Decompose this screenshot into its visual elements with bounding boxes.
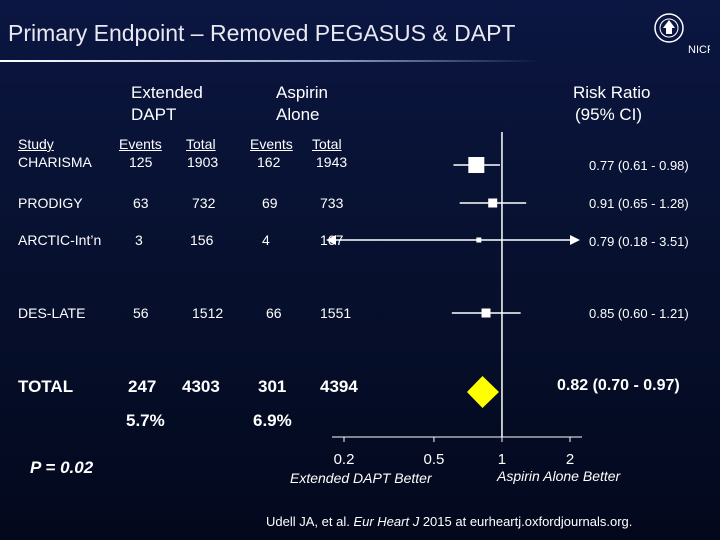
events1-value: 125 bbox=[129, 154, 153, 170]
point-estimate-square bbox=[488, 198, 498, 208]
rate-group2: 6.9% bbox=[253, 411, 292, 430]
citation: Udell JA, et al. Eur Heart J 2015 at eur… bbox=[266, 514, 632, 529]
group2-header-line1: Aspirin bbox=[276, 83, 328, 102]
point-estimate-square bbox=[476, 237, 482, 243]
events1-value: 63 bbox=[133, 195, 149, 211]
pooled-diamond bbox=[466, 376, 499, 408]
rate-group1: 5.7% bbox=[126, 411, 165, 430]
total-total1: 4303 bbox=[182, 377, 220, 396]
total2-col-header: Total bbox=[312, 136, 342, 152]
rr-ci-text: 0.91 (0.65 - 1.28) bbox=[589, 196, 689, 211]
x-tick-label: 0.5 bbox=[424, 451, 445, 468]
events2-value: 69 bbox=[262, 195, 278, 211]
study-name: PRODIGY bbox=[18, 195, 83, 211]
study-col-header: Study bbox=[18, 136, 54, 152]
total2-value: 733 bbox=[320, 195, 344, 211]
total-events1: 247 bbox=[128, 377, 157, 396]
pooled-rr-text: 0.82 (0.70 - 0.97) bbox=[557, 377, 680, 394]
group1-header-line2: DAPT bbox=[131, 105, 177, 124]
events1-col-header: Events bbox=[119, 136, 162, 152]
total2-value: 1943 bbox=[316, 154, 348, 170]
group1-header-line1: Extended bbox=[131, 83, 203, 102]
total1-col-header: Total bbox=[186, 136, 216, 152]
total2-value: 1551 bbox=[320, 305, 352, 321]
total-label: TOTAL bbox=[18, 377, 74, 396]
x-label-right: Aspirin Alone Better bbox=[497, 468, 621, 484]
total1-value: 156 bbox=[190, 232, 214, 248]
x-tick-label: 0.2 bbox=[334, 451, 355, 468]
point-estimate-square bbox=[468, 157, 485, 173]
events1-value: 3 bbox=[135, 232, 143, 248]
events2-value: 66 bbox=[266, 305, 282, 321]
study-name: DES-LATE bbox=[18, 305, 86, 321]
rr-header-line2: (95% CI) bbox=[575, 105, 643, 124]
p-value: P = 0.02 bbox=[30, 458, 94, 477]
study-name: ARCTIC-Int’n bbox=[18, 232, 102, 248]
total-events2: 301 bbox=[258, 377, 287, 396]
rr-ci-text: 0.77 (0.61 - 0.98) bbox=[589, 158, 689, 173]
rr-ci-text: 0.79 (0.18 - 3.51) bbox=[589, 234, 689, 249]
rr-header-line1: Risk Ratio bbox=[573, 83, 651, 102]
rr-ci-text: 0.85 (0.60 - 1.21) bbox=[589, 306, 689, 321]
x-tick-label: 2 bbox=[566, 451, 574, 468]
events2-value: 4 bbox=[262, 232, 270, 248]
total-total2: 4394 bbox=[320, 377, 358, 396]
events2-value: 162 bbox=[257, 154, 281, 170]
ci-arrow-left bbox=[326, 235, 336, 245]
point-estimate-square bbox=[481, 308, 491, 318]
x-label-left: Extended DAPT Better bbox=[290, 470, 432, 486]
total1-value: 732 bbox=[192, 195, 216, 211]
total1-value: 1512 bbox=[192, 305, 224, 321]
logo-text: NICR bbox=[688, 44, 710, 56]
slide-title: Primary Endpoint – Removed PEGASUS & DAP… bbox=[8, 20, 516, 46]
citation-authors: Udell JA, et al. bbox=[266, 514, 350, 529]
citation-source: 2015 at eurheartj.oxfordjournals.org. bbox=[422, 514, 633, 529]
events1-value: 56 bbox=[133, 305, 149, 321]
total1-value: 1903 bbox=[187, 154, 219, 170]
study-name: CHARISMA bbox=[18, 154, 92, 170]
ci-arrow-right bbox=[570, 235, 580, 245]
group2-header-line2: Alone bbox=[276, 105, 320, 124]
events2-col-header: Events bbox=[250, 136, 293, 152]
citation-journal: Eur Heart J bbox=[353, 514, 420, 529]
university-seal-icon: NICR bbox=[652, 6, 715, 58]
title-divider bbox=[0, 60, 540, 62]
x-tick-label: 1 bbox=[498, 451, 506, 468]
